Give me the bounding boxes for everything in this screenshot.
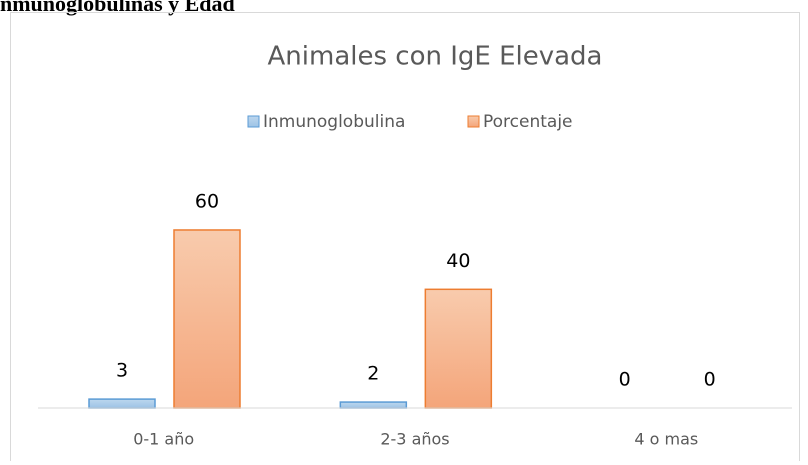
chart-frame <box>10 12 800 465</box>
data-label: 3 <box>116 360 128 382</box>
legend-swatch <box>247 115 260 128</box>
chart-title: Animales con IgE Elevada <box>268 42 603 72</box>
data-label: 0 <box>619 369 631 391</box>
bar <box>424 288 493 409</box>
legend-label: Porcentaje <box>483 112 573 132</box>
heading: nmunoglobulinas y Edad <box>0 0 235 16</box>
x-tick-label: 2-3 años <box>380 430 449 449</box>
x-tick-label: 4 o mas <box>634 430 698 449</box>
data-label: 40 <box>446 250 470 272</box>
data-label: 60 <box>195 190 219 212</box>
data-label: 2 <box>367 363 379 385</box>
bar <box>173 229 241 409</box>
legend-swatch <box>467 115 480 128</box>
bar <box>88 398 156 409</box>
chart: Inmunoglobulina Porcentaje 0-1 año 3 60 2-3 a… <box>38 112 792 449</box>
x-tick-label: 0-1 año <box>133 430 194 449</box>
legend-label: Inmunoglobulina <box>263 112 405 132</box>
bar <box>339 401 408 409</box>
data-label: 0 <box>704 369 716 391</box>
